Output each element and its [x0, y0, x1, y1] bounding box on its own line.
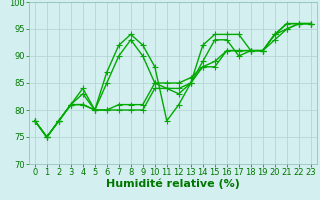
X-axis label: Humidité relative (%): Humidité relative (%)	[106, 179, 240, 189]
